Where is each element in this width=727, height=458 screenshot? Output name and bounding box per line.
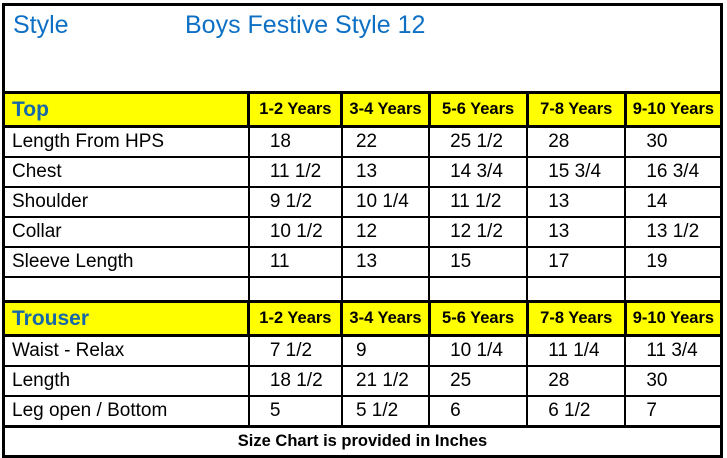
cell-value: 13 (526, 216, 627, 248)
cell-value: 21 1/2 (340, 365, 431, 397)
table-row-shoulder: Shoulder 9 1/2 10 1/4 11 1/2 13 14 (2, 186, 723, 218)
cell-value: 10 1/2 (247, 216, 343, 248)
cell-value: 13 1/2 (624, 216, 723, 248)
row-label: Sleeve Length (2, 246, 250, 278)
cell-value: 11 1/2 (247, 156, 343, 188)
section-header-top: Top (1, 91, 251, 128)
table-row-length-from-hps: Length From HPS 18 22 25 1/2 28 30 (2, 125, 723, 158)
cell-value: 14 3/4 (428, 156, 529, 188)
table-row-chest: Chest 11 1/2 13 14 3/4 15 3/4 16 3/4 (2, 156, 723, 188)
title-bar: Style Boys Festive Style 12 (2, 3, 723, 94)
spacer-cell (2, 276, 250, 303)
cell-value: 13 (526, 186, 627, 218)
cell-value: 11 1/2 (428, 186, 529, 218)
cell-value: 12 (340, 216, 431, 248)
spacer-cell (428, 276, 529, 303)
cell-value: 11 1/4 (526, 334, 627, 367)
cell-value: 18 (247, 125, 343, 158)
top-header-row: Top 1-2 Years 3-4 Years 5-6 Years 7-8 Ye… (1, 91, 724, 128)
col-header-5-6-years: 5-6 Years (427, 300, 529, 337)
table-row-sleeve-length: Sleeve Length 11 13 15 17 19 (2, 246, 723, 278)
col-header-9-10-years: 9-10 Years (623, 300, 724, 337)
cell-value: 28 (526, 125, 627, 158)
cell-value: 16 3/4 (624, 156, 723, 188)
cell-value: 30 (624, 125, 723, 158)
cell-value: 9 (340, 334, 431, 367)
row-label: Chest (2, 156, 250, 188)
cell-value: 5 1/2 (340, 395, 431, 428)
cell-value: 14 (624, 186, 723, 218)
col-header-1-2-years: 1-2 Years (247, 91, 344, 128)
cell-value: 5 (247, 395, 343, 428)
col-header-3-4-years: 3-4 Years (340, 300, 431, 337)
row-label: Collar (2, 216, 250, 248)
cell-value: 25 (428, 365, 529, 397)
spacer-row (2, 276, 723, 303)
size-chart-sheet: Style Boys Festive Style 12 Top 1-2 Years… (1, 3, 724, 458)
style-label: Style (13, 11, 69, 39)
row-label: Leg open / Bottom (2, 395, 250, 428)
table-row-leg-open-bottom: Leg open / Bottom 5 5 1/2 6 6 1/2 7 (2, 395, 723, 428)
footer-row: Size Chart is provided in Inches (2, 425, 723, 458)
cell-value: 11 (247, 246, 343, 278)
cell-value: 10 1/4 (428, 334, 529, 367)
cell-value: 6 (428, 395, 529, 428)
size-chart-table: Style Boys Festive Style 12 Top 1-2 Years… (1, 3, 724, 458)
cell-value: 25 1/2 (428, 125, 529, 158)
spacer-cell (247, 276, 343, 303)
spacer-cell (340, 276, 431, 303)
spacer-cell (624, 276, 723, 303)
cell-value: 15 3/4 (526, 156, 627, 188)
table-row-waist-relax: Waist - Relax 7 1/2 9 10 1/4 11 1/4 11 3… (2, 334, 723, 367)
spacer-cell (526, 276, 627, 303)
style-value: Boys Festive Style 12 (185, 11, 426, 39)
cell-value: 13 (340, 156, 431, 188)
cell-value: 13 (340, 246, 431, 278)
table-row-length: Length 18 1/2 21 1/2 25 28 30 (2, 365, 723, 397)
footer-note: Size Chart is provided in Inches (2, 425, 723, 458)
cell-value: 15 (428, 246, 529, 278)
cell-value: 7 1/2 (247, 334, 343, 367)
col-header-7-8-years: 7-8 Years (525, 300, 627, 337)
trouser-header-row: Trouser 1-2 Years 3-4 Years 5-6 Years 7-… (1, 300, 724, 337)
cell-value: 7 (624, 395, 723, 428)
cell-value: 10 1/4 (340, 186, 431, 218)
row-label: Waist - Relax (2, 334, 250, 367)
section-header-trouser: Trouser (1, 300, 251, 337)
col-header-5-6-years: 5-6 Years (427, 91, 529, 128)
cell-value: 28 (526, 365, 627, 397)
col-header-9-10-years: 9-10 Years (623, 91, 724, 128)
cell-value: 12 1/2 (428, 216, 529, 248)
col-header-7-8-years: 7-8 Years (525, 91, 627, 128)
cell-value: 9 1/2 (247, 186, 343, 218)
cell-value: 17 (526, 246, 627, 278)
title-row: Style Boys Festive Style 12 (2, 3, 723, 94)
row-label: Length (2, 365, 250, 397)
cell-value: 30 (624, 365, 723, 397)
table-row-collar: Collar 10 1/2 12 12 1/2 13 13 1/2 (2, 216, 723, 248)
cell-value: 22 (340, 125, 431, 158)
cell-value: 6 1/2 (526, 395, 627, 428)
col-header-1-2-years: 1-2 Years (247, 300, 344, 337)
row-label: Length From HPS (2, 125, 250, 158)
col-header-3-4-years: 3-4 Years (340, 91, 431, 128)
cell-value: 11 3/4 (624, 334, 723, 367)
row-label: Shoulder (2, 186, 250, 218)
cell-value: 18 1/2 (247, 365, 343, 397)
cell-value: 19 (624, 246, 723, 278)
